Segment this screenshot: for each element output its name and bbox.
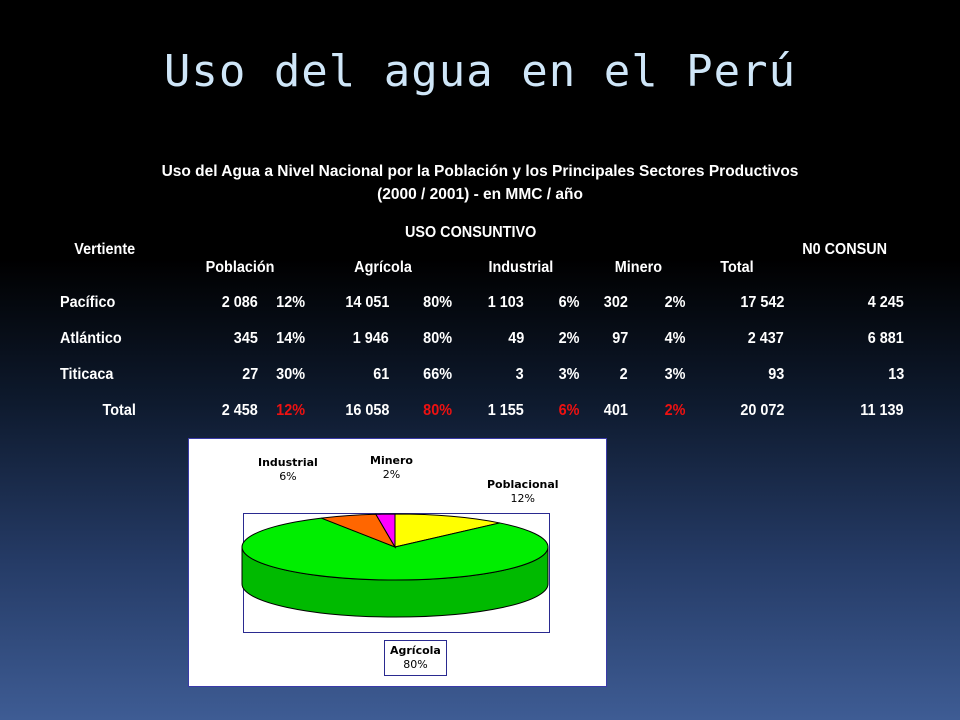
table-caption-line2: (2000 / 2001) - en MMC / año bbox=[0, 183, 960, 206]
subheader-industrial: Industrial bbox=[488, 259, 553, 277]
cell-agricola: 1 946 bbox=[353, 330, 389, 348]
row-name: Titicaca bbox=[60, 366, 113, 384]
cell-poblacion: 2 086 bbox=[222, 294, 258, 312]
table-caption: Uso del Agua a Nivel Nacional por la Pob… bbox=[0, 160, 960, 206]
table-caption-line1: Uso del Agua a Nivel Nacional por la Pob… bbox=[0, 160, 960, 183]
pie-label-industrial: Industrial 6% bbox=[258, 456, 318, 484]
cell-minero: 302 bbox=[604, 294, 628, 312]
cell-poblacion: 27 bbox=[242, 366, 258, 384]
header-uso-consuntivo: USO CONSUNTIVO bbox=[405, 224, 536, 242]
cell-poblacion: 345 bbox=[234, 330, 258, 348]
row-name-total: Total bbox=[103, 402, 136, 420]
pie-label-minero-name: Minero bbox=[370, 454, 413, 468]
subheader-poblacion: Población bbox=[206, 259, 275, 277]
cell-minero: 97 bbox=[612, 330, 628, 348]
cell-total: 20 072 bbox=[740, 402, 784, 420]
cell-industrial: 49 bbox=[508, 330, 524, 348]
pie-label-poblacional: Poblacional 12% bbox=[487, 478, 559, 506]
pie-label-poblacional-pct: 12% bbox=[487, 492, 559, 506]
cell-poblacion-pct: 30% bbox=[276, 366, 305, 384]
pie-label-agricola: Agrícola 80% bbox=[384, 640, 447, 676]
pie-label-poblacional-name: Poblacional bbox=[487, 478, 559, 492]
cell-industrial: 3 bbox=[516, 366, 524, 384]
cell-agricola-pct-total: 80% bbox=[423, 402, 452, 420]
cell-industrial-pct: 3% bbox=[558, 366, 579, 384]
cell-agricola: 61 bbox=[373, 366, 389, 384]
cell-agricola: 16 058 bbox=[345, 402, 389, 420]
header-vertiente: Vertiente bbox=[74, 241, 135, 259]
pie-label-industrial-name: Industrial bbox=[258, 456, 318, 470]
cell-industrial: 1 103 bbox=[488, 294, 524, 312]
pie-label-minero: Minero 2% bbox=[370, 454, 413, 482]
cell-minero-pct: 3% bbox=[664, 366, 685, 384]
subheader-minero: Minero bbox=[615, 259, 662, 277]
pie-label-agricola-name: Agrícola bbox=[390, 644, 441, 658]
pie-label-minero-pct: 2% bbox=[370, 468, 413, 482]
pie-label-industrial-pct: 6% bbox=[258, 470, 318, 484]
subheader-agricola: Agrícola bbox=[354, 259, 412, 277]
cell-minero: 2 bbox=[620, 366, 628, 384]
row-name: Pacífico bbox=[60, 294, 115, 312]
cell-industrial-pct: 2% bbox=[558, 330, 579, 348]
cell-poblacion-pct: 12% bbox=[276, 294, 305, 312]
cell-agricola-pct: 66% bbox=[423, 366, 452, 384]
cell-industrial-pct: 6% bbox=[558, 294, 579, 312]
cell-minero-pct: 4% bbox=[664, 330, 685, 348]
cell-no-consuntivo: 4 245 bbox=[868, 294, 904, 312]
pie-label-agricola-pct: 80% bbox=[390, 658, 441, 672]
cell-industrial: 1 155 bbox=[488, 402, 524, 420]
cell-total: 2 437 bbox=[748, 330, 784, 348]
cell-agricola-pct: 80% bbox=[423, 294, 452, 312]
cell-no-consuntivo: 6 881 bbox=[868, 330, 904, 348]
cell-total: 93 bbox=[768, 366, 784, 384]
subheader-total: Total bbox=[720, 259, 753, 277]
cell-poblacion-pct-total: 12% bbox=[276, 402, 305, 420]
cell-agricola-pct: 80% bbox=[423, 330, 452, 348]
cell-minero: 401 bbox=[604, 402, 628, 420]
cell-total: 17 542 bbox=[740, 294, 784, 312]
cell-poblacion: 2 458 bbox=[222, 402, 258, 420]
cell-industrial-pct-total: 6% bbox=[558, 402, 579, 420]
header-no-consuntivo: N0 CONSUN bbox=[802, 241, 887, 259]
cell-agricola: 14 051 bbox=[345, 294, 389, 312]
cell-poblacion-pct: 14% bbox=[276, 330, 305, 348]
row-name: Atlántico bbox=[60, 330, 122, 348]
cell-minero-pct-total: 2% bbox=[664, 402, 685, 420]
cell-no-consuntivo: 11 139 bbox=[861, 402, 904, 420]
slide-title: Uso del agua en el Perú bbox=[0, 46, 960, 97]
cell-no-consuntivo: 13 bbox=[888, 366, 904, 384]
cell-minero-pct: 2% bbox=[664, 294, 685, 312]
